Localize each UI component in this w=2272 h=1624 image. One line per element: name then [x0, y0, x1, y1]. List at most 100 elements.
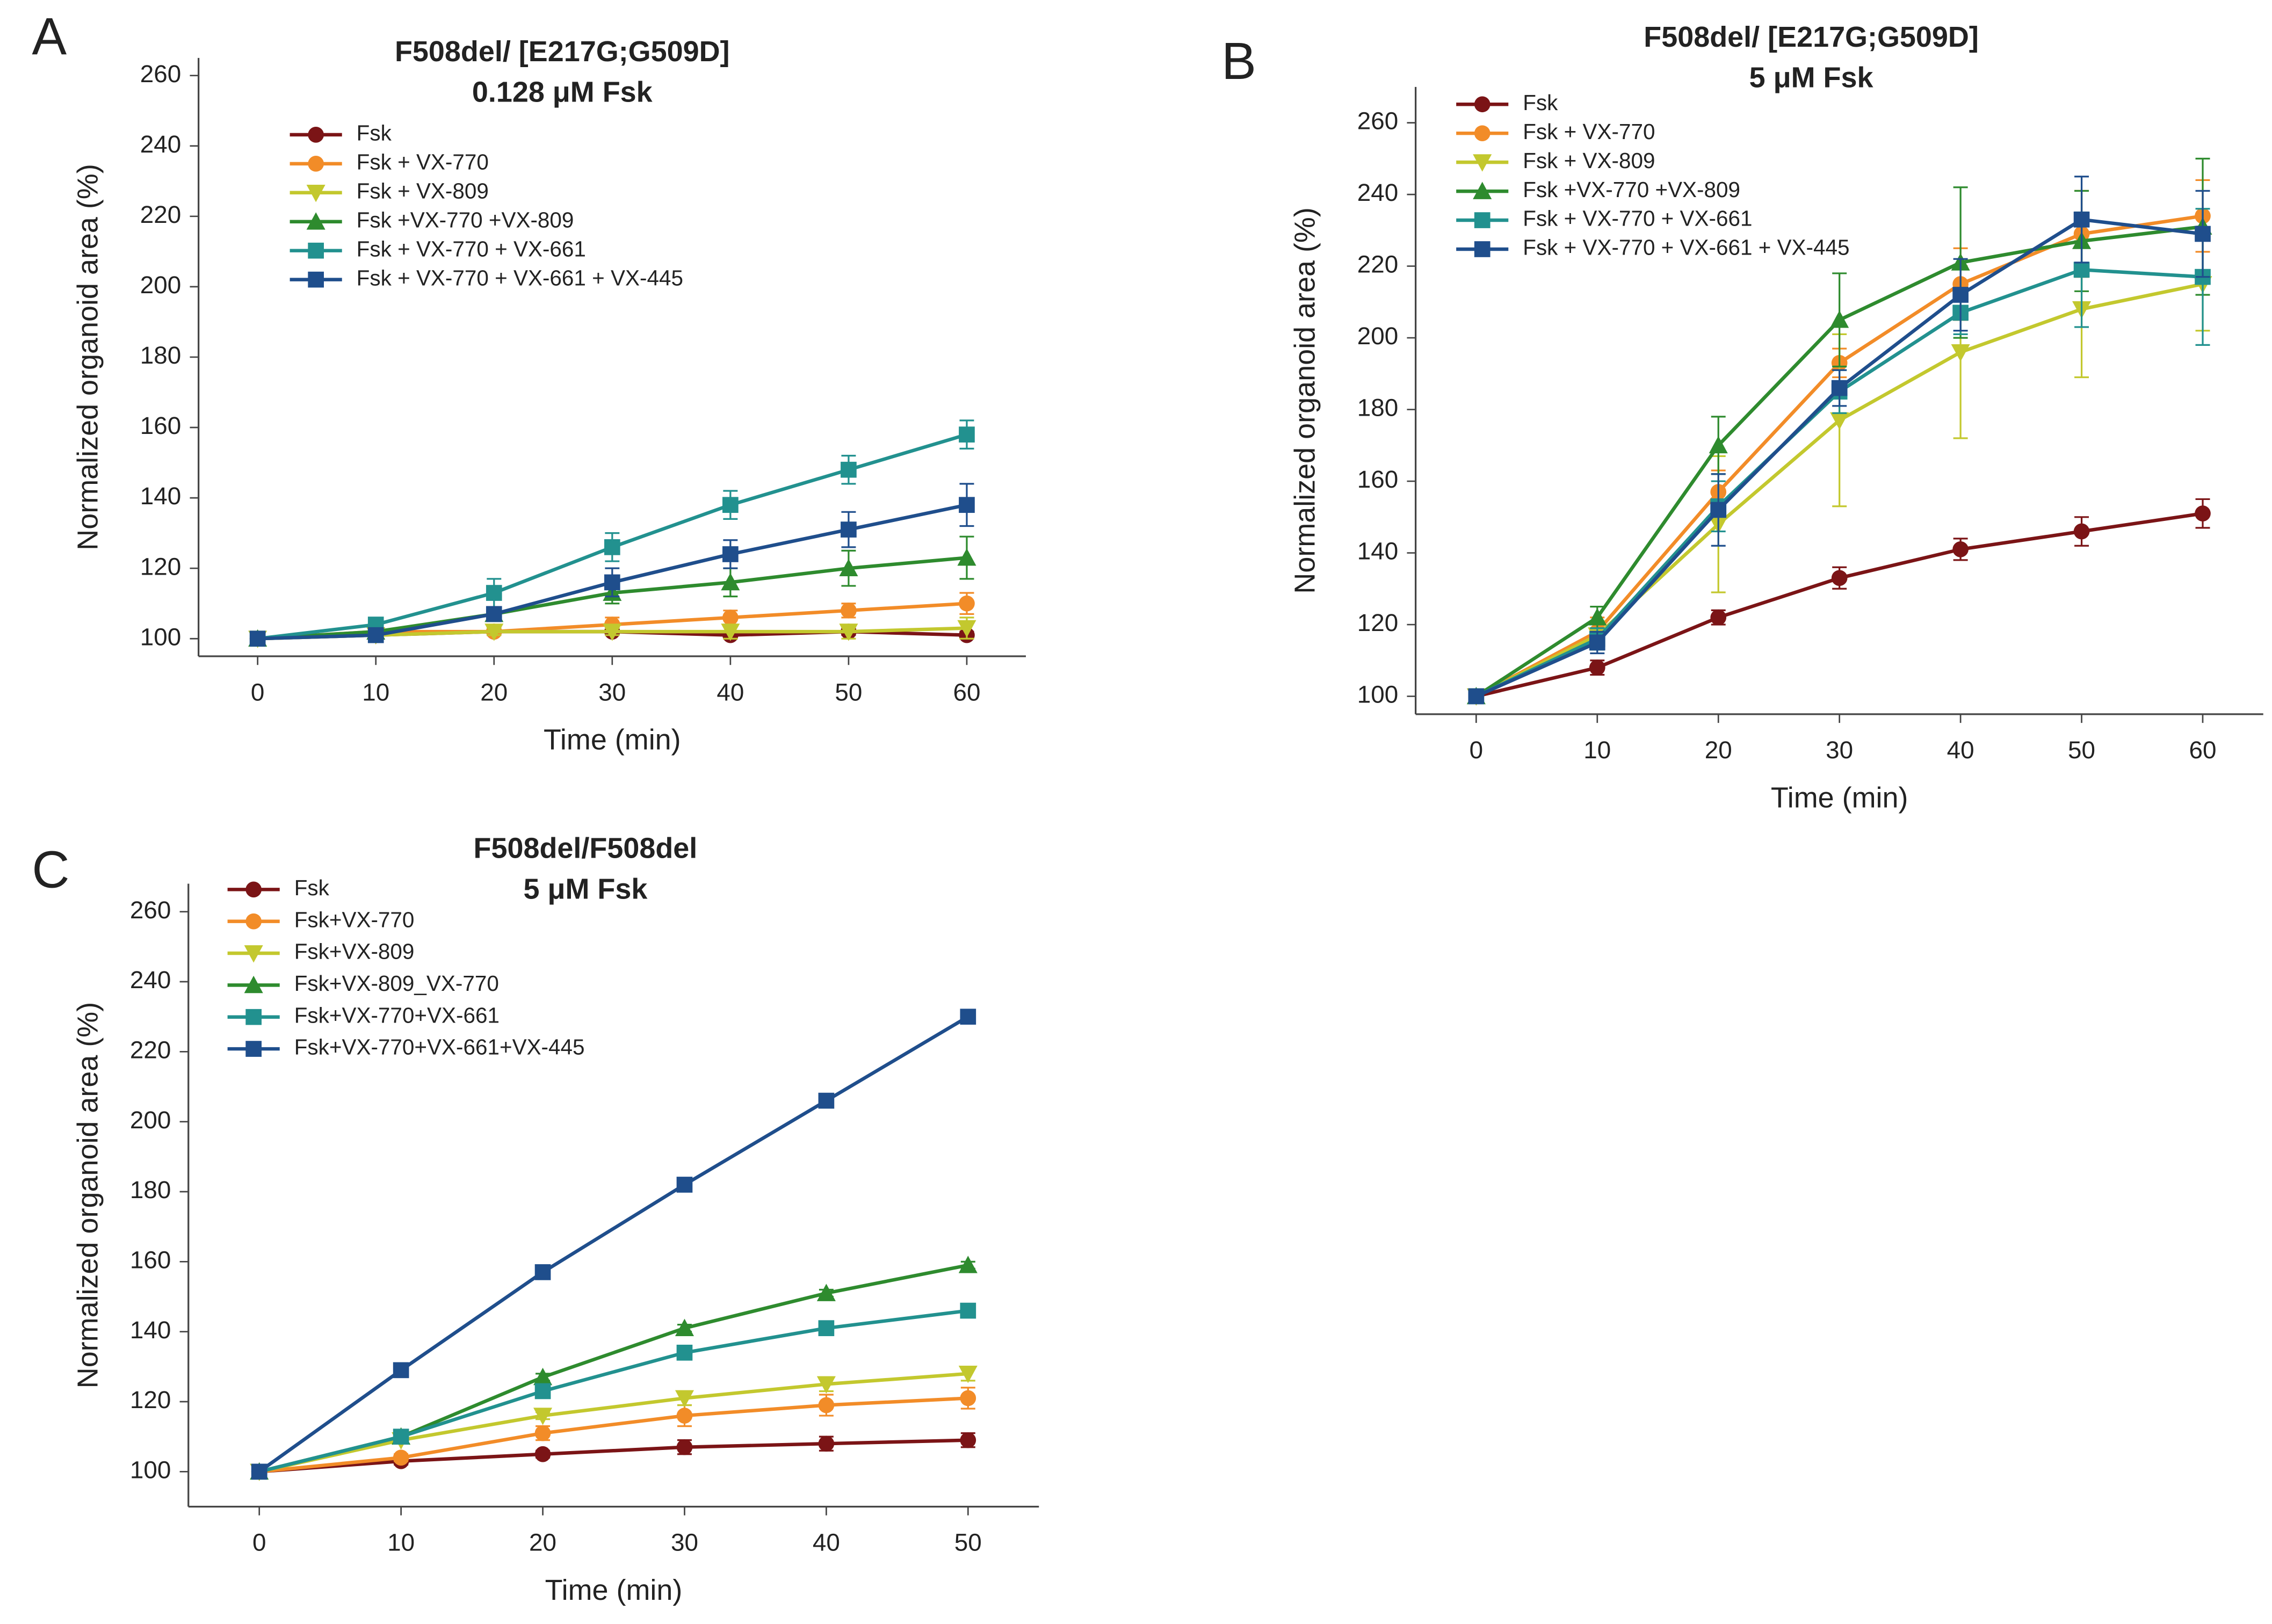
- y-tick-label: 260: [130, 896, 171, 924]
- data-point: [1468, 688, 1485, 705]
- data-point: [1589, 634, 1605, 651]
- legend-label: Fsk +VX-770 +VX-809: [1523, 177, 1740, 202]
- data-point: [960, 1009, 976, 1025]
- y-tick-label: 140: [1357, 537, 1399, 565]
- data-point: [721, 572, 740, 591]
- x-tick-label: 60: [2189, 736, 2217, 764]
- x-tick-label: 30: [1826, 736, 1853, 764]
- data-point: [534, 1425, 551, 1441]
- series-line: [259, 1372, 968, 1474]
- y-tick-label: 120: [140, 552, 181, 580]
- legend-marker: [1474, 125, 1490, 142]
- legend-marker: [245, 1041, 262, 1057]
- x-tick-label: 0: [1470, 736, 1484, 764]
- data-point: [1710, 609, 1727, 626]
- x-tick-label: 60: [953, 678, 980, 706]
- data-point: [958, 1366, 978, 1383]
- legend-label: Fsk: [294, 875, 330, 900]
- data-point: [2195, 505, 2211, 521]
- data-point: [841, 461, 857, 478]
- data-point: [1830, 310, 1849, 328]
- legend-marker: [245, 1009, 262, 1025]
- data-point: [2073, 523, 2090, 540]
- x-axis-label: Time (min): [544, 723, 681, 756]
- panel-label: B: [1221, 32, 1256, 90]
- data-point: [604, 574, 620, 591]
- legend-marker: [1474, 212, 1490, 228]
- data-point: [393, 1449, 409, 1466]
- data-point: [676, 1439, 693, 1455]
- legend-marker: [308, 271, 324, 288]
- x-tick-label: 20: [1705, 736, 1732, 764]
- y-tick-label: 200: [1357, 322, 1399, 350]
- y-tick-label: 240: [130, 966, 171, 994]
- series-line: [258, 1015, 969, 1473]
- x-tick-label: 20: [480, 678, 508, 706]
- legend-marker: [306, 212, 325, 230]
- legend-label: Fsk + VX-770: [1523, 119, 1655, 144]
- data-point: [604, 539, 620, 555]
- x-tick-label: 0: [252, 1528, 266, 1556]
- x-tick-label: 30: [598, 678, 626, 706]
- series-line: [1475, 511, 2203, 698]
- data-point: [960, 1432, 976, 1448]
- data-point: [721, 624, 740, 641]
- series-line: [259, 1438, 968, 1474]
- y-tick-label: 120: [1357, 608, 1399, 636]
- data-point: [1952, 287, 1969, 303]
- y-tick-label: 140: [130, 1316, 171, 1344]
- data-point: [841, 602, 857, 619]
- y-tick-label: 220: [1357, 250, 1399, 278]
- series-line: [258, 1263, 968, 1474]
- legend-label: Fsk + VX-770 + VX-661 + VX-445: [357, 265, 683, 290]
- data-point: [534, 1383, 551, 1400]
- data-point: [486, 606, 502, 622]
- data-point: [675, 1390, 694, 1408]
- y-tick-label: 100: [140, 622, 181, 650]
- legend-marker: [308, 127, 324, 143]
- data-point: [1831, 380, 1848, 396]
- legend-label: Fsk +VX-770 +VX-809: [357, 207, 574, 232]
- y-tick-label: 220: [130, 1035, 171, 1063]
- data-point: [534, 1264, 551, 1280]
- data-point: [1588, 608, 1607, 626]
- data-point: [960, 1302, 976, 1319]
- data-point: [1830, 412, 1849, 430]
- data-point: [2073, 262, 2090, 278]
- y-tick-label: 200: [140, 271, 181, 299]
- x-tick-label: 0: [251, 678, 265, 706]
- legend-label: Fsk + VX-770 + VX-661: [357, 236, 586, 261]
- legend-marker: [308, 155, 324, 172]
- y-tick-label: 180: [130, 1176, 171, 1204]
- data-point: [959, 595, 975, 612]
- y-tick-label: 180: [1357, 394, 1399, 422]
- legend-label: Fsk + VX-809: [357, 178, 489, 203]
- x-tick-label: 20: [529, 1528, 556, 1556]
- x-axis-label: Time (min): [1771, 781, 1908, 814]
- legend-marker: [245, 913, 262, 930]
- data-point: [839, 624, 858, 641]
- y-tick-label: 220: [140, 200, 181, 228]
- legend-marker: [1474, 96, 1490, 113]
- chart-subtitle: 5 μM Fsk: [1749, 62, 1874, 94]
- chart-title: F508del/ [E217G;G509D]: [1644, 21, 1979, 53]
- data-point: [1710, 502, 1727, 518]
- legend-marker: [244, 945, 263, 963]
- data-point: [722, 610, 739, 626]
- data-point: [393, 1362, 409, 1379]
- x-tick-label: 50: [835, 678, 862, 706]
- data-point: [1589, 659, 1605, 676]
- data-point: [533, 1367, 553, 1386]
- data-point: [251, 1463, 267, 1480]
- legend-label: Fsk+VX-809: [294, 939, 415, 964]
- data-point: [249, 630, 266, 647]
- data-point: [722, 546, 739, 562]
- data-point: [676, 1344, 693, 1361]
- y-axis-label: Normalized organoid area (%): [72, 164, 104, 550]
- legend-marker: [1474, 241, 1490, 257]
- panel-label: A: [32, 7, 67, 66]
- x-tick-label: 30: [671, 1528, 698, 1556]
- x-tick-label: 10: [1583, 736, 1611, 764]
